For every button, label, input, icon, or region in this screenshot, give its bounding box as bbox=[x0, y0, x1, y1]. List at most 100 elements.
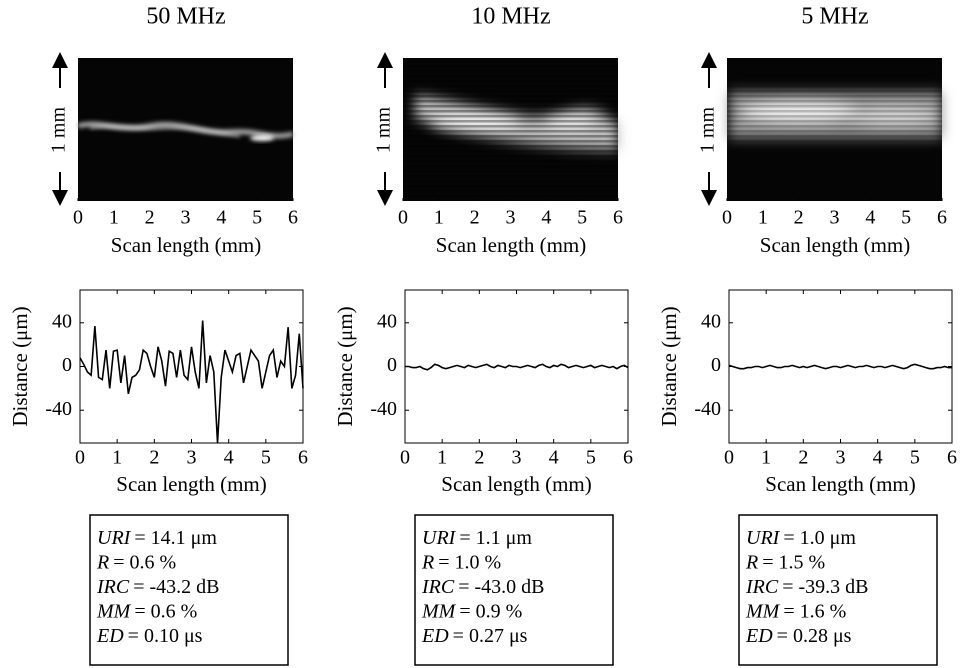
x-tick-label: 6 bbox=[613, 207, 623, 229]
x-tick-label: 1 bbox=[109, 207, 119, 229]
x-tick-label: 2 bbox=[794, 207, 804, 229]
x-tick-label: 1 bbox=[112, 447, 122, 469]
x-tick-label: 4 bbox=[549, 447, 559, 469]
ultrasound-image bbox=[78, 58, 293, 201]
metric: IRC = -43.0 dB bbox=[421, 576, 545, 598]
metric: IRC = -43.2 dB bbox=[96, 576, 220, 598]
scale-label: 1 mm bbox=[697, 107, 719, 154]
metric-name: ED bbox=[421, 625, 449, 647]
y-tick-label: -40 bbox=[694, 398, 721, 420]
metric-name: MM bbox=[745, 600, 781, 622]
x-tick-label: 0 bbox=[722, 207, 732, 229]
x-tick-label: 2 bbox=[145, 207, 155, 229]
metric-name: URI bbox=[422, 527, 457, 549]
data-line bbox=[79, 320, 304, 444]
x-axis-label: Scan length (mm) bbox=[760, 233, 910, 257]
metric-name: R bbox=[421, 551, 434, 573]
x-tick-label: 0 bbox=[73, 207, 83, 229]
y-tick-label: 0 bbox=[711, 354, 721, 376]
panel-column: 50 MHz 0 1 2 3 4 5 6 Scan length (mm) 1 mm -40 0 40 0… bbox=[8, 4, 308, 666]
x-tick-label: 2 bbox=[474, 447, 484, 469]
metric-value: = 0.6 % bbox=[113, 551, 176, 573]
x-tick-label: 5 bbox=[586, 447, 596, 469]
panel-column: 5 MHz 0 1 2 3 4 5 6 Scan length (mm) 1 mm -40 0 40 0 1… bbox=[657, 4, 957, 666]
x-tick-label: 5 bbox=[910, 447, 920, 469]
metric-value: = 0.6 % bbox=[134, 600, 197, 622]
metrics-box bbox=[738, 514, 938, 666]
x-axis-label: Scan length (mm) bbox=[765, 472, 915, 496]
x-tick-label: 2 bbox=[798, 447, 808, 469]
metric-name: IRC bbox=[96, 576, 130, 598]
x-tick-label: 6 bbox=[623, 447, 633, 469]
x-tick-label: 3 bbox=[512, 447, 522, 469]
x-tick-label: 3 bbox=[836, 447, 846, 469]
x-tick-label: 4 bbox=[541, 207, 551, 229]
scale-label: 1 mm bbox=[48, 107, 70, 154]
x-axis-label: Scan length (mm) bbox=[116, 472, 266, 496]
metrics-box bbox=[414, 514, 614, 666]
y-tick-label: 0 bbox=[62, 354, 72, 376]
metric: MM = 1.6 % bbox=[745, 600, 846, 622]
metric-name: URI bbox=[746, 527, 781, 549]
metric-value: = 1.0 % bbox=[438, 551, 501, 573]
metric: R = 1.0 % bbox=[421, 551, 501, 573]
x-tick-label: 1 bbox=[761, 447, 771, 469]
x-tick-label: 6 bbox=[298, 447, 308, 469]
image-content bbox=[727, 85, 942, 145]
metric-value: = 1.6 % bbox=[783, 600, 846, 622]
y-axis-label: Distance (μm) bbox=[333, 306, 357, 426]
x-tick-label: 3 bbox=[506, 207, 516, 229]
x-tick-label: 1 bbox=[437, 447, 447, 469]
x-tick-label: 4 bbox=[224, 447, 234, 469]
x-tick-label: 6 bbox=[288, 207, 298, 229]
column-title: 10 MHz bbox=[471, 4, 550, 30]
x-tick-label: 0 bbox=[400, 447, 410, 469]
stripes bbox=[727, 85, 942, 145]
metric-name: MM bbox=[421, 600, 457, 622]
plot-frame bbox=[728, 289, 953, 444]
metric-value: = 0.27 μs bbox=[453, 625, 528, 647]
x-tick-label: 1 bbox=[434, 207, 444, 229]
y-tick-label: -40 bbox=[45, 398, 72, 420]
image-content bbox=[403, 58, 618, 201]
x-tick-label: 4 bbox=[216, 207, 226, 229]
metric-name: IRC bbox=[421, 576, 455, 598]
metric-value: = 0.28 μs bbox=[777, 625, 852, 647]
y-tick-label: 0 bbox=[387, 354, 397, 376]
x-axis-label: Scan length (mm) bbox=[111, 233, 261, 257]
metric-value: = -39.3 dB bbox=[782, 576, 868, 598]
panel-column: 10 MHz 0 1 2 3 4 5 6 Scan length (mm) 1 mm -40 0 40 0… bbox=[333, 4, 633, 666]
x-tick-label: 6 bbox=[937, 207, 947, 229]
x-tick-label: 2 bbox=[149, 447, 159, 469]
metrics-box bbox=[89, 514, 289, 666]
metric: MM = 0.6 % bbox=[96, 600, 197, 622]
metric-name: R bbox=[96, 551, 109, 573]
plot-frame bbox=[79, 289, 304, 444]
y-tick-label: 40 bbox=[701, 310, 721, 332]
x-tick-label: 5 bbox=[261, 447, 271, 469]
metric-name: ED bbox=[745, 625, 773, 647]
metric-value: = 0.9 % bbox=[459, 600, 522, 622]
metric: ED = 0.27 μs bbox=[421, 625, 528, 647]
data-line bbox=[728, 363, 952, 370]
metric: R = 1.5 % bbox=[745, 551, 825, 573]
metric-value: = 1.1 μm bbox=[459, 527, 532, 549]
x-tick-label: 4 bbox=[873, 447, 883, 469]
column-title: 50 MHz bbox=[146, 4, 225, 30]
metric: ED = 0.10 μs bbox=[96, 625, 203, 647]
x-tick-label: 0 bbox=[724, 447, 734, 469]
metric: URI = 1.0 μm bbox=[746, 527, 856, 549]
metric-value: = 14.1 μm bbox=[134, 527, 217, 549]
metric: R = 0.6 % bbox=[96, 551, 176, 573]
metric-name: R bbox=[745, 551, 758, 573]
echo bbox=[89, 125, 241, 137]
metric-name: IRC bbox=[745, 576, 779, 598]
echo bbox=[250, 135, 274, 141]
metric-name: ED bbox=[96, 625, 124, 647]
x-tick-label: 3 bbox=[830, 207, 840, 229]
x-tick-label: 0 bbox=[75, 447, 85, 469]
metric-value: = -43.2 dB bbox=[133, 576, 219, 598]
y-tick-label: -40 bbox=[370, 398, 397, 420]
metric: ED = 0.28 μs bbox=[745, 625, 852, 647]
